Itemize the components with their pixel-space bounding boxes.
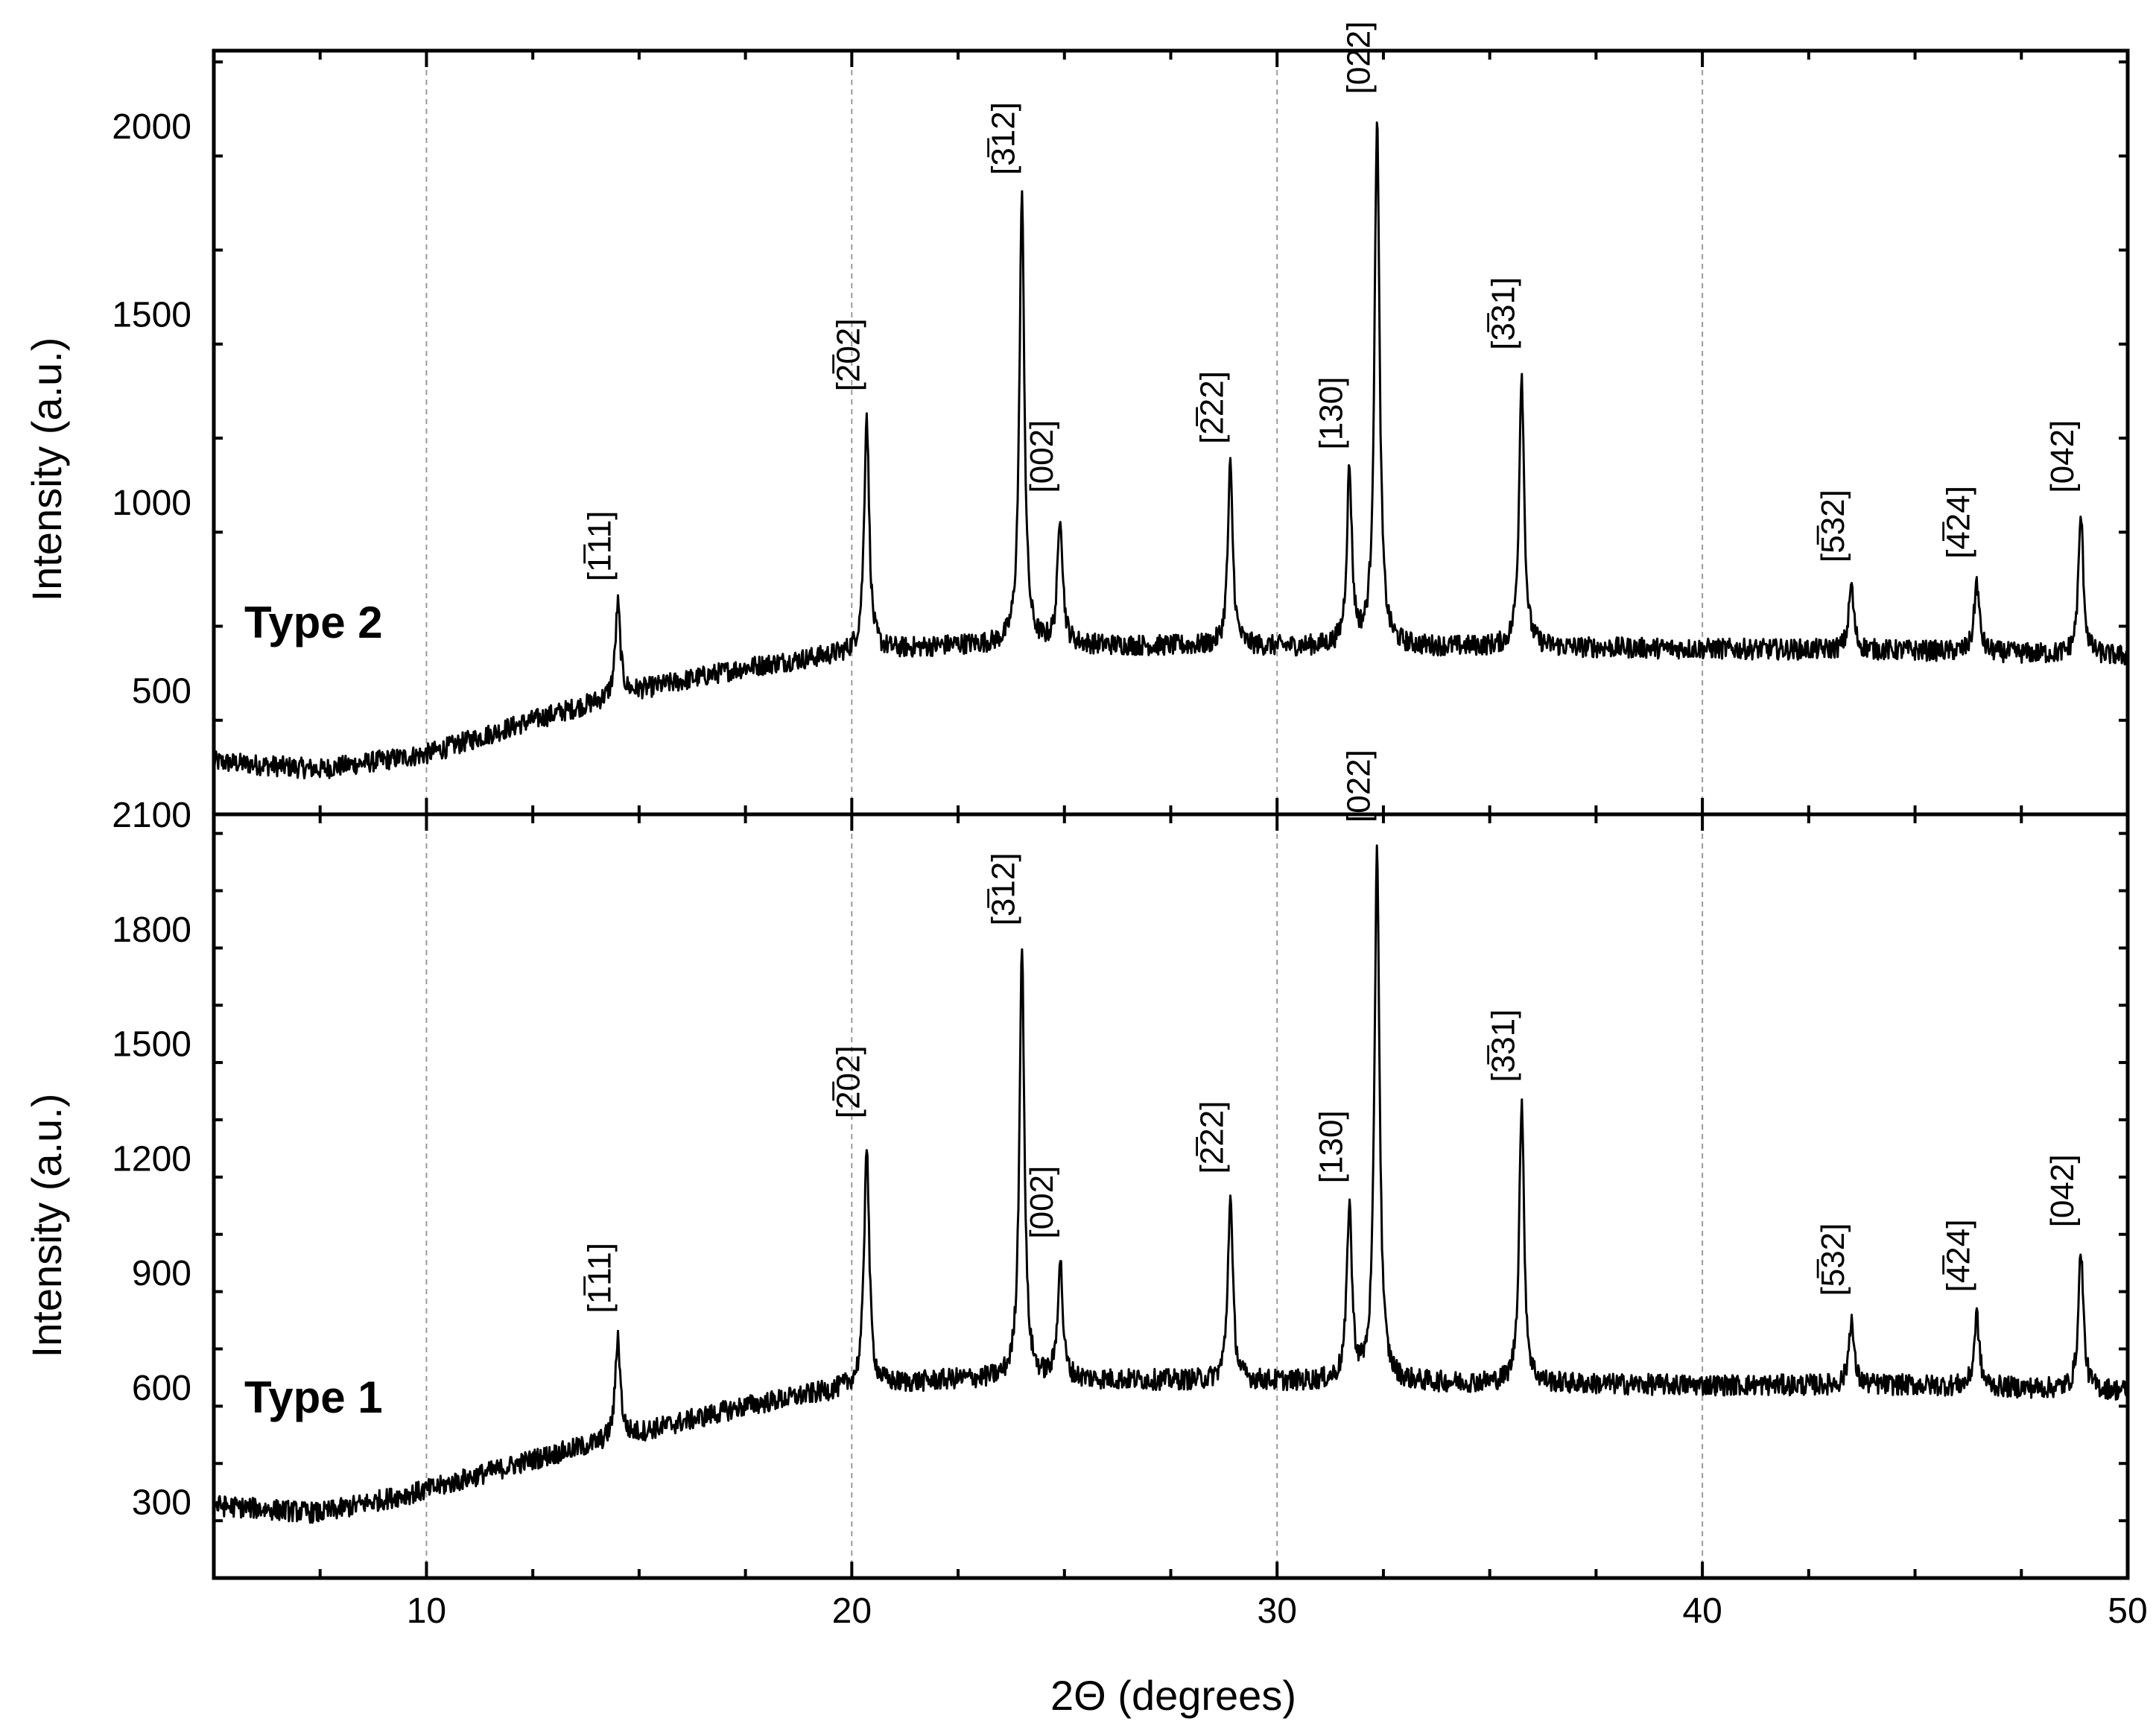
peak-label-type1: [130]: [1313, 1110, 1349, 1183]
axis-ticks: [212, 51, 2129, 1580]
peak-label-type1: [1̅11]: [581, 1243, 618, 1314]
labels: 500 1000 1500 2000 [1̅11] [2̅02] [3̅12] [002] [2…: [112, 22, 2147, 1631]
peak-label-type2: [4̅24]: [1940, 486, 1976, 559]
peak-label-type1: [5̅32]: [1815, 1223, 1851, 1296]
panel-tag-type1: Type 1: [244, 1372, 383, 1422]
peak-label-type1: [022]: [1340, 750, 1377, 823]
x-tick-label: 40: [1682, 1591, 1722, 1631]
x-tick-label: 20: [832, 1591, 872, 1631]
y-tick-label-type1: 900: [132, 1254, 191, 1293]
peak-label-type2: [1̅11]: [581, 511, 618, 582]
peak-label-type1: [042]: [2044, 1154, 2081, 1227]
peak-label-type1: [3̅31]: [1486, 1010, 1522, 1083]
y-tick-label-type2: 1500: [112, 295, 191, 335]
peak-label-type1: [4̅24]: [1940, 1220, 1976, 1293]
peak-label-type2: [2̅02]: [830, 318, 866, 391]
traces: [212, 121, 2129, 1524]
y-tick-label-type2: 500: [132, 671, 191, 711]
peak-label-type2: [002]: [1024, 420, 1060, 493]
peak-label-type2: [3̅12]: [986, 102, 1022, 175]
gridlines: [425, 51, 1704, 1578]
y-tick-label-type1: 1800: [112, 910, 191, 950]
y-tick-label-type2: 2000: [112, 107, 191, 147]
peak-label-type1: [2̅22]: [1193, 1101, 1230, 1174]
diffraction-trace-type1: [212, 844, 2129, 1524]
peak-label-type1: [002]: [1024, 1166, 1060, 1239]
peak-label-type2: [5̅32]: [1815, 489, 1851, 563]
x-tick-label: 30: [1258, 1591, 1297, 1631]
y-tick-label-type2: 1000: [112, 484, 191, 523]
y-tick-label-type1: 1200: [112, 1139, 191, 1179]
x-tick-label: 10: [407, 1591, 446, 1631]
y-axis-title-type1: Intensity (a.u.): [23, 1094, 70, 1358]
y-tick-label-type1: 1500: [112, 1025, 191, 1065]
plot-frame-type2: [212, 48, 2130, 817]
diffraction-trace-type2: [212, 121, 2129, 780]
peak-label-type2: [022]: [1340, 22, 1377, 95]
peak-label-type2: [3̅31]: [1486, 277, 1522, 350]
x-tick-label: 50: [2108, 1591, 2147, 1631]
y-tick-label-type1: 2100: [112, 796, 191, 835]
peak-label-type2: [042]: [2044, 420, 2081, 493]
peak-label-type1: [2̅02]: [830, 1045, 866, 1118]
x-axis-title: 2Θ (degrees): [1050, 1672, 1296, 1719]
peak-label-type2: [2̅22]: [1193, 371, 1230, 444]
peak-label-type2: [130]: [1313, 377, 1349, 450]
y-axis-title-type2: Intensity (a.u.): [23, 338, 70, 602]
panel-tag-type2: Type 2: [244, 598, 383, 647]
y-tick-label-type1: 300: [132, 1483, 191, 1523]
y-tick-label-type1: 600: [132, 1369, 191, 1408]
peak-label-type1: [3̅12]: [986, 853, 1022, 926]
